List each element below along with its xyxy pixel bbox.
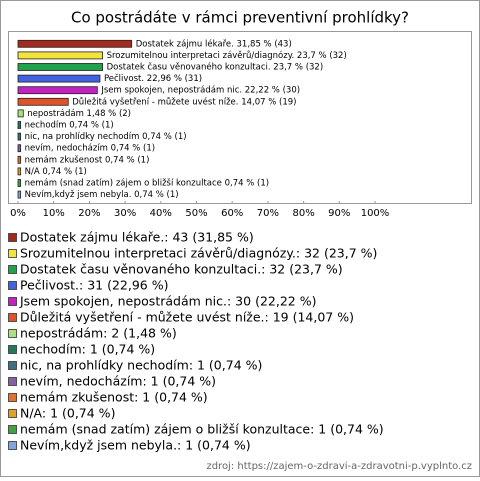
legend-swatch xyxy=(8,265,17,274)
legend-label: Srozumitelnou interpretaci závěrů/diagnó… xyxy=(20,246,377,261)
value-label: nechodím 0,74 % (1) xyxy=(25,121,114,131)
x-tick-label: 40% xyxy=(150,208,172,219)
bar xyxy=(17,39,133,48)
x-tick-label: 10% xyxy=(43,208,65,219)
value-label: nemám (snad zatím) zájem o bližší konzul… xyxy=(25,178,269,189)
value-label: nic, na prohlídky nechodím 0,74 % (1) xyxy=(25,132,187,142)
legend-label: Dostatek času věnovaného konzultaci.: 32… xyxy=(20,262,343,277)
x-tick-label: 0% xyxy=(10,208,26,219)
legend-swatch xyxy=(8,425,17,434)
legend-label: Dostatek zájmu lékaře.: 43 (31,85 %) xyxy=(20,230,254,245)
value-label: Pečlivost. 22,96 % (31) xyxy=(104,73,202,84)
legend-swatch xyxy=(8,313,17,322)
bar xyxy=(17,86,98,95)
legend-label: N/A: 1 (0,74 %) xyxy=(20,406,115,421)
bar xyxy=(17,121,22,129)
x-tick-label: 50% xyxy=(185,208,207,219)
plot-frame xyxy=(8,31,472,204)
bar xyxy=(17,63,104,71)
legend-label: Pečlivost.: 31 (22,96 %) xyxy=(20,278,169,293)
bar xyxy=(17,132,22,141)
bar xyxy=(17,109,24,118)
legend-swatch xyxy=(8,233,17,242)
legend-swatch xyxy=(8,281,17,290)
x-tick-label: 100% xyxy=(361,208,390,219)
legend-label: Nevím,když jsem nebyla.: 1 (0,74 %) xyxy=(20,438,251,453)
legend-label: nevím, nedocházím: 1 (0,74 %) xyxy=(20,374,216,389)
legend-swatch xyxy=(8,297,17,306)
x-tick-label: 70% xyxy=(257,208,279,219)
value-label: Důležitá vyšetření - můžete uvést níže. … xyxy=(72,96,296,107)
legend-swatch xyxy=(8,361,17,370)
value-label: Nevím,když jsem nebyla. 0,74 % (1) xyxy=(25,190,179,200)
x-tick-label: 20% xyxy=(78,208,100,219)
x-tick-label: 90% xyxy=(328,208,350,219)
bar xyxy=(17,97,69,106)
legend-label: Jsem spokojen, nepostrádám nic.: 30 (22,… xyxy=(19,294,316,309)
x-tick-label: 60% xyxy=(221,208,243,219)
value-label: N/A 0,74 % (1) xyxy=(25,167,87,177)
legend-swatch xyxy=(8,345,17,354)
bar xyxy=(17,167,22,176)
legend-swatch xyxy=(8,329,17,338)
value-label: nepostrádám 1,48 % (2) xyxy=(27,109,131,119)
bar xyxy=(17,51,104,60)
bar xyxy=(17,144,22,153)
legend-swatch xyxy=(8,441,17,450)
value-label: Srozumitelnou interpretaci závěrů/diagnó… xyxy=(107,50,347,61)
legend-label: nepostrádám: 2 (1,48 %) xyxy=(20,326,177,341)
legend-label: nic, na prohlídky nechodím: 1 (0,74 %) xyxy=(20,358,262,373)
bar xyxy=(17,179,22,187)
bar xyxy=(17,155,22,164)
value-label: nemám zkušenost 0,74 % (1) xyxy=(25,154,150,165)
legend-swatch xyxy=(8,377,17,386)
legend-swatch xyxy=(8,409,17,418)
legend-label: nemám zkušenost: 1 (0,74 %) xyxy=(20,390,208,405)
x-tick-label: 80% xyxy=(292,208,314,219)
legend-label: nechodím: 1 (0,74 %) xyxy=(20,342,155,357)
bar xyxy=(17,74,101,83)
x-tick-label: 30% xyxy=(114,208,136,219)
legend-label: Důležitá vyšetření - můžete uvést níže.:… xyxy=(20,310,354,325)
value-label: Dostatek času věnovaného konzultaci. 23,… xyxy=(107,62,324,73)
value-label: nevím, nedocházím 0,74 % (1) xyxy=(25,144,155,154)
value-label: Dostatek zájmu lékaře. 31,85 % (43) xyxy=(136,38,292,49)
value-label: Jsem spokojen, nepostrádám nic. 22,22 % … xyxy=(100,86,300,96)
chart-title: Co postrádáte v rámci preventivní prohlí… xyxy=(71,9,409,27)
source: zdroj: https://zajem-o-zdravi-a-zdravotn… xyxy=(206,461,472,472)
legend-swatch xyxy=(8,393,17,402)
bar xyxy=(17,190,22,199)
legend-label: nemám (snad zatím) zájem o bližší konzul… xyxy=(20,422,384,437)
legend-swatch xyxy=(8,249,17,258)
